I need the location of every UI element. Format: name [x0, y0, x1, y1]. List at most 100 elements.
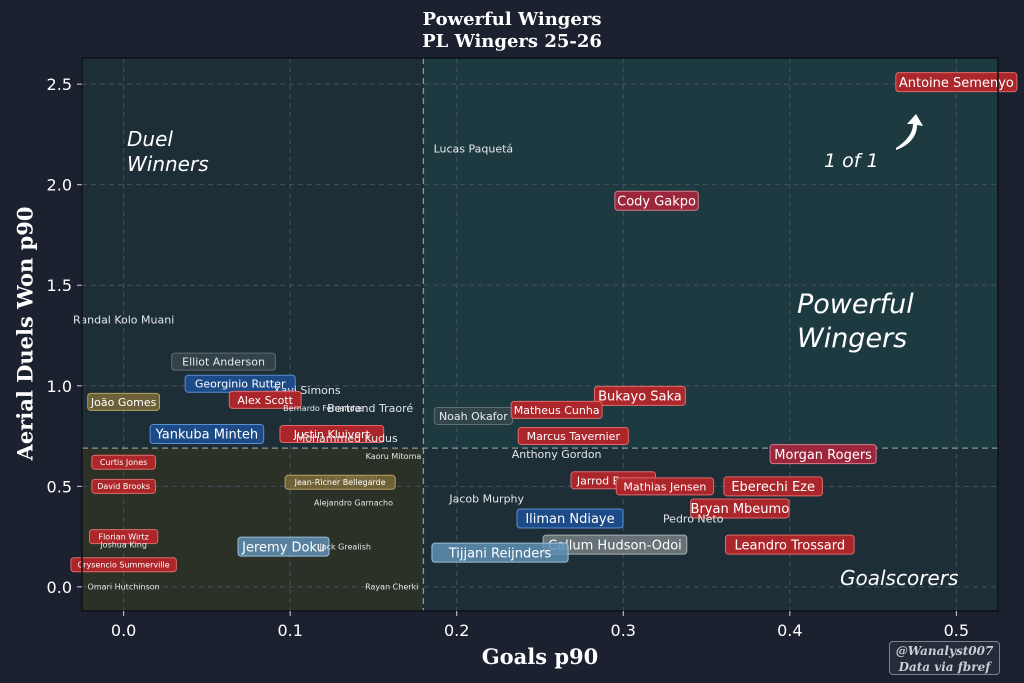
y-axis-label: Aerial Duels Won p90: [12, 206, 38, 461]
player-name: Jack Grealish: [318, 543, 371, 552]
player-name: João Gomes: [90, 396, 157, 409]
player-name: Joshua King: [99, 541, 147, 550]
player-name: Rayan Cherki: [365, 583, 418, 592]
player-label-box: [431, 542, 569, 563]
player-label-box: [228, 390, 302, 409]
player-label: Morgan Rogers: [769, 444, 877, 465]
player-label-box: [516, 508, 624, 529]
player-label-box: [614, 190, 699, 211]
player-name: Mohammed Kudus: [296, 432, 398, 445]
player-label-box: [724, 534, 855, 555]
player-label: Anthony Gordon: [512, 448, 602, 461]
player-label-box: [87, 392, 161, 411]
player-name: Omari Hutchinson: [88, 583, 160, 592]
player-label: Antoine Semenyo: [895, 72, 1018, 93]
player-name: Bukayo Saka: [598, 390, 682, 405]
player-label: Elliot Anderson: [171, 352, 276, 371]
player-name: Curtis Jones: [100, 458, 147, 467]
player-name: Yankuba Minteh: [155, 428, 258, 443]
y-tick-label: 1.0: [47, 377, 72, 396]
player-name: David Brooks: [97, 482, 150, 491]
player-label: Crysencio Summerville: [70, 557, 177, 573]
player-label: Lucas Paquetá: [434, 142, 514, 155]
player-label: Iliman Ndiaye: [516, 508, 624, 529]
player-label-box: [171, 352, 276, 371]
player-label-box: [723, 476, 823, 497]
player-label: Cody Gakpo: [614, 190, 699, 211]
quadrant-top-right: [423, 58, 998, 449]
y-tick-label: 0.5: [47, 477, 72, 496]
x-tick-label: 0.5: [944, 621, 969, 640]
player-name: Bertrand Traoré: [327, 402, 413, 415]
player-label: Justin Kluivert: [279, 425, 385, 444]
player-name: Matheus Cunha: [514, 404, 600, 417]
player-label-box: [91, 478, 156, 494]
player-name: Elliot Anderson: [182, 356, 265, 369]
player-label: Bukayo Saka: [593, 385, 686, 406]
x-tick-label: 0.0: [111, 621, 136, 640]
credit-source: Data via fbref: [898, 660, 991, 674]
y-tick-label: 1.5: [47, 276, 72, 295]
player-label: Mathias Jensen: [615, 477, 715, 496]
x-tick-label: 0.2: [444, 621, 469, 640]
player-name: Jacob Murphy: [448, 492, 524, 505]
y-tick-label: 2.0: [47, 176, 72, 195]
player-label: Jacob Murphy: [448, 492, 524, 505]
chart-subtitle: PL Wingers 25-26: [422, 31, 602, 52]
player-name: Lucas Paquetá: [434, 142, 514, 155]
player-label-box: [895, 72, 1018, 93]
player-label-box: [615, 477, 715, 496]
player-label: Marcus Tavernier: [517, 427, 629, 446]
player-label: Yankuba Minteh: [149, 424, 265, 445]
x-tick-label: 0.3: [611, 621, 636, 640]
player-label-box: [149, 424, 265, 445]
player-label: Joshua King: [99, 541, 147, 550]
player-name: Georginio Rutter: [195, 378, 286, 391]
player-label: Jean-Ricner Bellegarde: [284, 474, 396, 490]
player-label: David Brooks: [91, 478, 156, 494]
player-label: Callum Hudson-Odoi: [542, 534, 688, 555]
x-tick-label: 0.1: [277, 621, 302, 640]
quadrant-label-goalscorers: Goalscorers: [840, 566, 958, 590]
player-name: Bryan Mbeumo: [691, 502, 790, 517]
player-label-box: [279, 425, 385, 444]
player-name: Tijjani Reijnders: [448, 546, 552, 561]
player-label: Matheus Cunha: [510, 400, 603, 419]
player-name: Bernardo Fernandes: [283, 404, 364, 413]
player-label: Alejandro Garnacho: [314, 498, 393, 507]
player-label: Florian Wirtz: [88, 529, 159, 545]
player-name: Leandro Trossard: [735, 538, 846, 553]
player-label-box: [593, 385, 686, 406]
quadrant-label-powerful-wingers: Powerful Wingers: [797, 289, 914, 354]
credit-handle: @Wanalyst007: [895, 644, 994, 658]
plot-frame: [81, 57, 999, 612]
player-label-box: [517, 427, 629, 446]
player-name: Marcus Tavernier: [527, 430, 621, 443]
annotation-text: 1 of 1: [824, 150, 879, 172]
player-name: Alejandro Garnacho: [314, 498, 393, 507]
player-label: Georginio Rutter: [184, 374, 296, 393]
player-label-box: [91, 454, 156, 470]
player-label: João Gomes: [87, 392, 161, 411]
player-label: Bryan Mbeumo: [690, 498, 790, 519]
player-label-box: [237, 536, 330, 557]
player-label: Tijjani Reijnders: [431, 542, 569, 563]
y-tick-label: 0.0: [47, 578, 72, 597]
player-label: Leandro Trossard: [724, 534, 855, 555]
player-name: Callum Hudson-Odoi: [548, 538, 682, 553]
player-label: Kaoru Mitoma: [366, 452, 422, 461]
player-name: Florian Wirtz: [98, 532, 148, 541]
player-name: Noah Okafor: [439, 410, 508, 423]
player-name: Kaoru Mitoma: [366, 452, 422, 461]
player-name: Mathias Jensen: [623, 480, 706, 493]
player-label-box: [510, 400, 603, 419]
player-label-box: [70, 557, 177, 573]
player-name: Alex Scott: [237, 394, 293, 407]
player-name: Anthony Gordon: [512, 448, 602, 461]
player-label-box: [769, 444, 877, 465]
player-label: Eberechi Eze: [723, 476, 823, 497]
player-label: Noah Okafor: [433, 406, 513, 425]
x-tick-label: 0.4: [777, 621, 802, 640]
quadrant-bottom-right: [423, 448, 998, 611]
